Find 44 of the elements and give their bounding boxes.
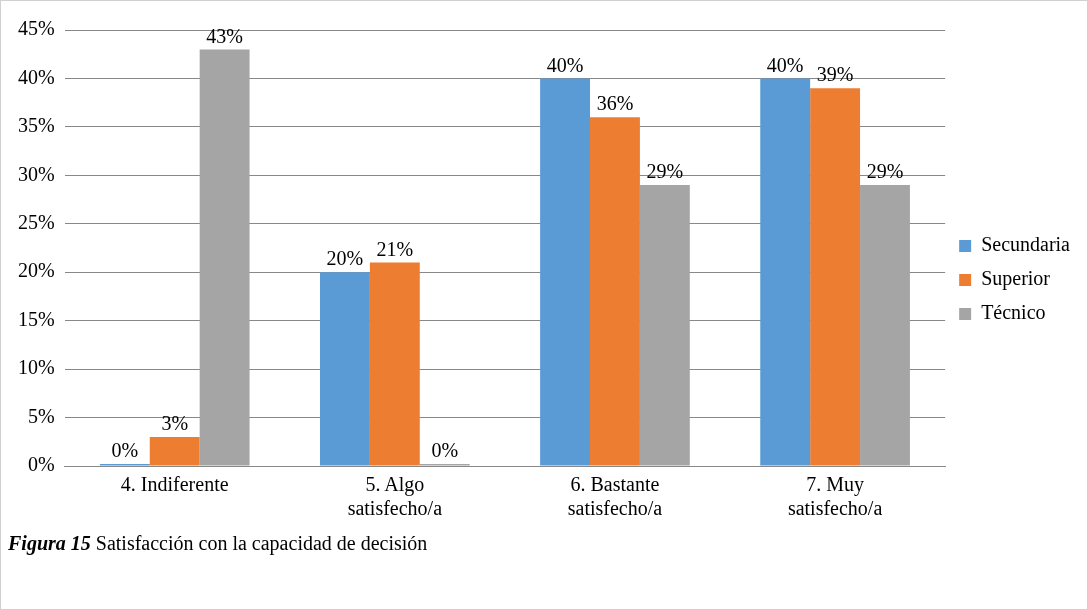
bar xyxy=(149,436,200,466)
y-tick-label: 25% xyxy=(17,211,55,234)
legend-label: Superior xyxy=(981,267,1051,291)
category-label: satisfecho/a xyxy=(787,497,883,520)
data-label: 29% xyxy=(646,160,684,183)
data-label: 39% xyxy=(816,63,854,86)
category-label: satisfecho/a xyxy=(567,497,663,520)
data-label: 0% xyxy=(111,439,139,462)
data-label: 29% xyxy=(866,160,904,183)
bar xyxy=(369,262,420,466)
bar xyxy=(760,78,811,466)
data-label: 20% xyxy=(326,247,364,270)
data-label: 36% xyxy=(596,92,634,115)
y-tick-label: 20% xyxy=(17,259,55,282)
category-label: 6. Bastante xyxy=(570,473,660,496)
y-tick-label: 5% xyxy=(27,404,55,427)
text: Figura 15 xyxy=(8,532,91,554)
bar xyxy=(540,78,591,466)
data-label: 0% xyxy=(431,439,459,462)
y-tick-label: 40% xyxy=(17,65,55,88)
y-tick-label: 15% xyxy=(17,307,55,330)
data-label: 3% xyxy=(161,412,189,435)
bar xyxy=(590,117,640,466)
category-label: 4. Indiferente xyxy=(120,473,229,496)
data-label: 40% xyxy=(546,53,584,76)
legend-label: Técnico xyxy=(981,301,1046,324)
y-tick-label: 10% xyxy=(17,356,55,379)
category-label: 7. Muy xyxy=(806,473,864,496)
text: Satisfacción con la capacidad de decisión xyxy=(95,532,428,554)
y-tick-label: 45% xyxy=(17,17,55,40)
data-label: 40% xyxy=(766,53,804,76)
legend-label: Secundaria xyxy=(981,233,1071,256)
bar xyxy=(639,185,690,466)
bar xyxy=(810,88,861,466)
y-tick-label: 35% xyxy=(17,114,55,137)
bar xyxy=(860,185,910,466)
category-label: 5. Algo xyxy=(365,473,425,496)
y-tick-label: 30% xyxy=(17,162,55,185)
y-tick-label: 0% xyxy=(27,453,55,476)
data-label: 43% xyxy=(206,24,243,47)
category-label: satisfecho/a xyxy=(347,497,443,520)
bar xyxy=(199,49,250,466)
data-label: 21% xyxy=(376,237,414,260)
bar xyxy=(320,272,370,466)
